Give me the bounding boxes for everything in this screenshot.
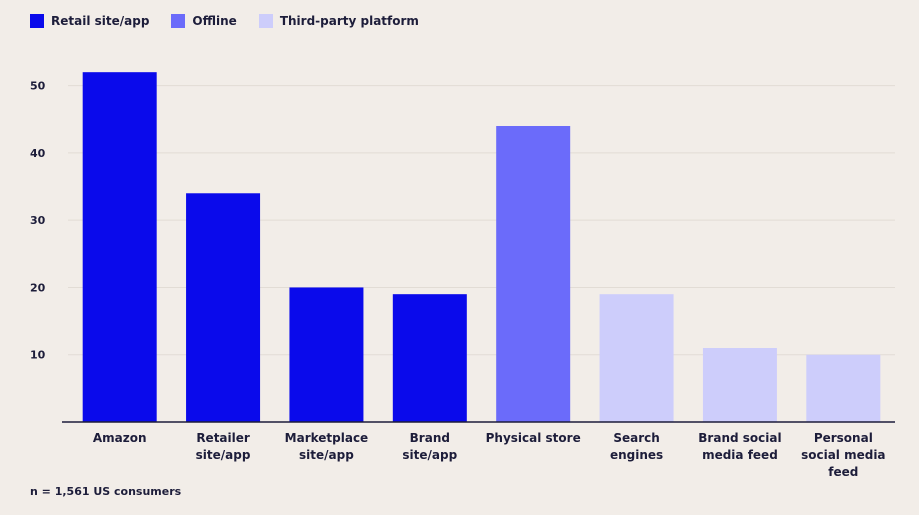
legend-item-offline: Offline (171, 14, 237, 28)
x-category-label-3: Brand site/app (402, 431, 457, 462)
bar-6 (702, 348, 777, 422)
y-tick-label-20: 20 (30, 281, 46, 294)
x-category-label-4: Physical store (486, 431, 581, 445)
bar-5 (599, 294, 674, 422)
bar-1 (186, 193, 261, 422)
x-category-label-5: Search engines (610, 431, 663, 462)
legend-swatch-offline (171, 14, 186, 28)
legend-label-offline: Offline (192, 14, 237, 28)
x-category-label-6: Brand social media feed (698, 431, 781, 462)
bar-4 (496, 126, 571, 422)
footnote: n = 1,561 US consumers (30, 485, 182, 498)
legend-label-third-party: Third-party platform (279, 14, 419, 28)
x-category-label-0: Amazon (93, 431, 147, 445)
legend-swatch-retail (30, 14, 44, 28)
y-tick-label-50: 50 (30, 80, 46, 93)
legend-item-retail: Retail site/app (30, 14, 149, 28)
bar-2 (289, 287, 364, 422)
legend-swatch-third-party (258, 14, 273, 28)
legend-item-third-party: Third-party platform (258, 14, 419, 28)
x-category-label-7: Personal social media feed (801, 431, 885, 479)
bar-3 (392, 294, 467, 422)
y-tick-label-10: 10 (30, 349, 46, 362)
x-category-label-2: Marketplace site/app (285, 431, 369, 462)
legend-label-retail: Retail site/app (51, 14, 150, 28)
y-tick-label-30: 30 (30, 214, 46, 227)
y-tick-label-40: 40 (30, 147, 46, 160)
bar-0 (82, 72, 157, 422)
x-category-label-1: Retailer site/app (196, 431, 251, 462)
legend: Retail site/app Offline Third-party plat… (30, 14, 441, 28)
bar-7 (806, 354, 881, 422)
